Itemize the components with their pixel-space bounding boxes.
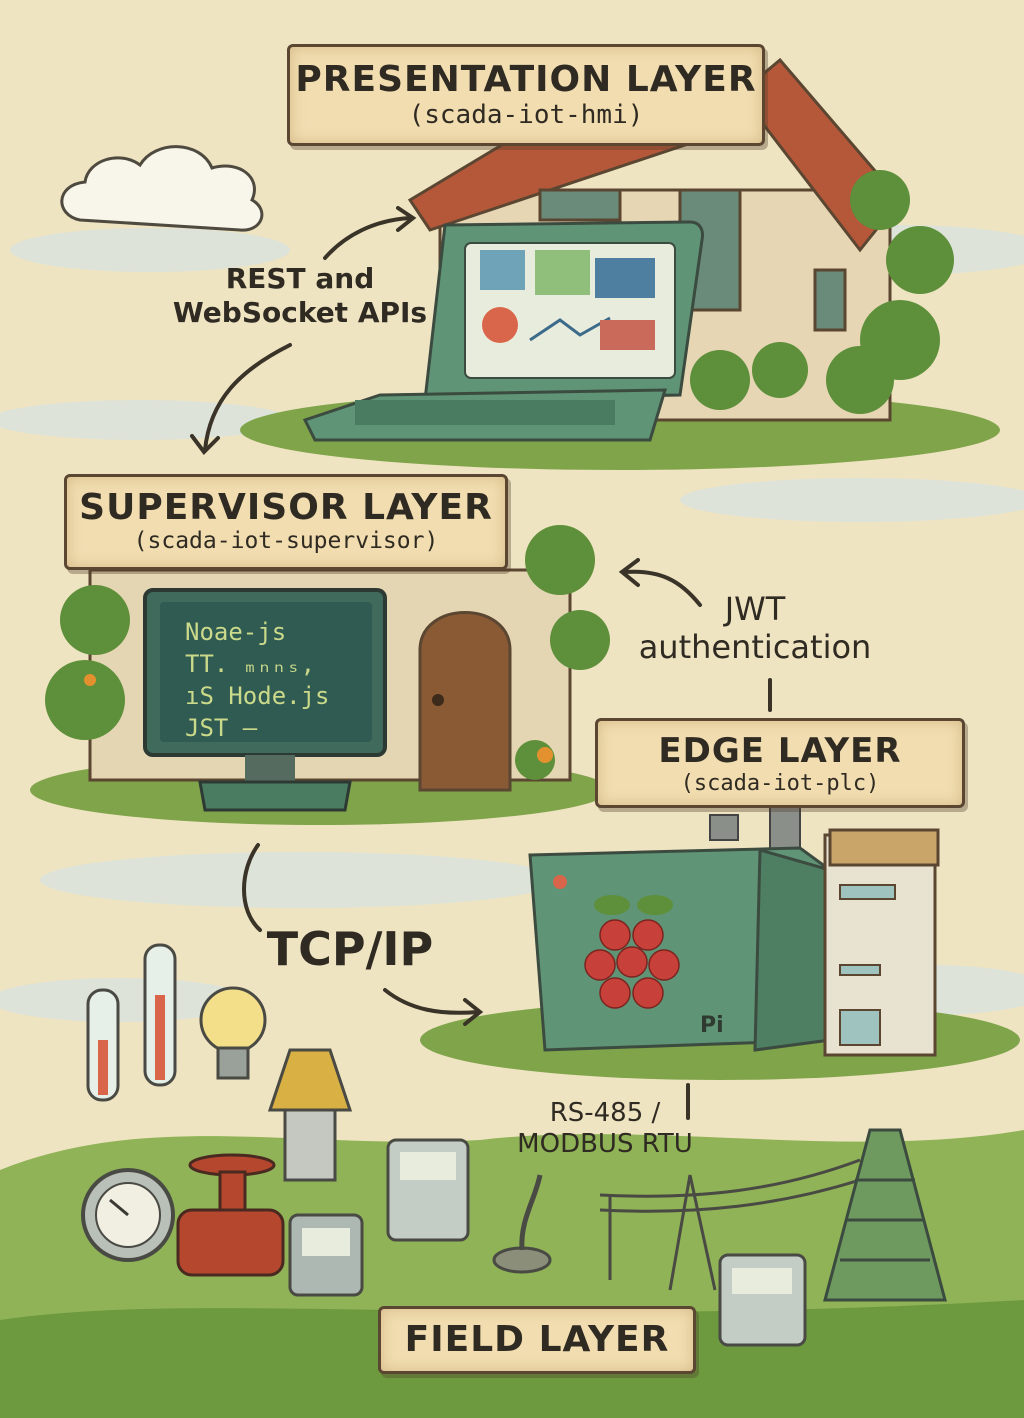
field-layer-sign: FIELD LAYER bbox=[378, 1306, 696, 1374]
rest-label-line1: REST and bbox=[225, 262, 375, 295]
terminal-line-2: TT. ₘₙₙₛ, bbox=[185, 650, 315, 678]
terminal-line-1: Noae-js bbox=[185, 618, 286, 646]
field-layer-title: FIELD LAYER bbox=[404, 1319, 670, 1360]
rs485-label-line1: RS-485 / bbox=[549, 1098, 661, 1128]
edge-layer-sign: EDGE LAYER (scada-iot-plc) bbox=[595, 718, 965, 808]
cloud-icon bbox=[60, 145, 264, 232]
rest-label-line2: WebSocket APIs bbox=[172, 295, 428, 329]
laptop-icon bbox=[302, 220, 704, 442]
terminal-line-3: ıS Hode.js bbox=[185, 682, 330, 710]
arrow-rest-up-icon bbox=[323, 206, 417, 260]
terminal-monitor-icon bbox=[143, 588, 387, 812]
tcp-ip-label: TCP/IP bbox=[266, 922, 434, 976]
terminal-text: Noae-js TT. ₘₙₙₛ, ıS Hode.js JST – bbox=[185, 618, 330, 742]
jwt-label-line2: authentication bbox=[638, 628, 872, 667]
supervisor-layer-subtitle: (scada-iot-supervisor) bbox=[133, 528, 439, 554]
rs485-label-line2: MODBUS RTU bbox=[517, 1129, 693, 1160]
edge-layer-title: EDGE LAYER bbox=[658, 731, 902, 771]
presentation-layer-subtitle: (scada-iot-hmi) bbox=[408, 100, 644, 130]
arrow-tcp-icon bbox=[242, 843, 484, 1026]
edge-device-illustration bbox=[420, 799, 1020, 1080]
jwt-label: JWT authentication bbox=[620, 590, 890, 667]
pi-device-label: Pi bbox=[700, 1013, 724, 1038]
rs485-label: RS-485 / MODBUS RTU bbox=[500, 1098, 710, 1160]
edge-layer-subtitle: (scada-iot-plc) bbox=[680, 771, 880, 796]
presentation-layer-title: PRESENTATION LAYER bbox=[295, 59, 757, 100]
arrow-jwt-icon bbox=[618, 558, 772, 712]
supervisor-layer-title: SUPERVISOR LAYER bbox=[79, 487, 493, 528]
jwt-label-line1: JWT bbox=[724, 590, 786, 628]
terminal-line-4: JST – bbox=[185, 714, 258, 742]
supervisor-layer-sign: SUPERVISOR LAYER (scada-iot-supervisor) bbox=[64, 474, 508, 570]
arrow-rest-down-icon bbox=[190, 343, 292, 456]
rest-websocket-label: REST and WebSocket APIs bbox=[160, 262, 440, 329]
presentation-layer-sign: PRESENTATION LAYER (scada-iot-hmi) bbox=[287, 44, 765, 146]
